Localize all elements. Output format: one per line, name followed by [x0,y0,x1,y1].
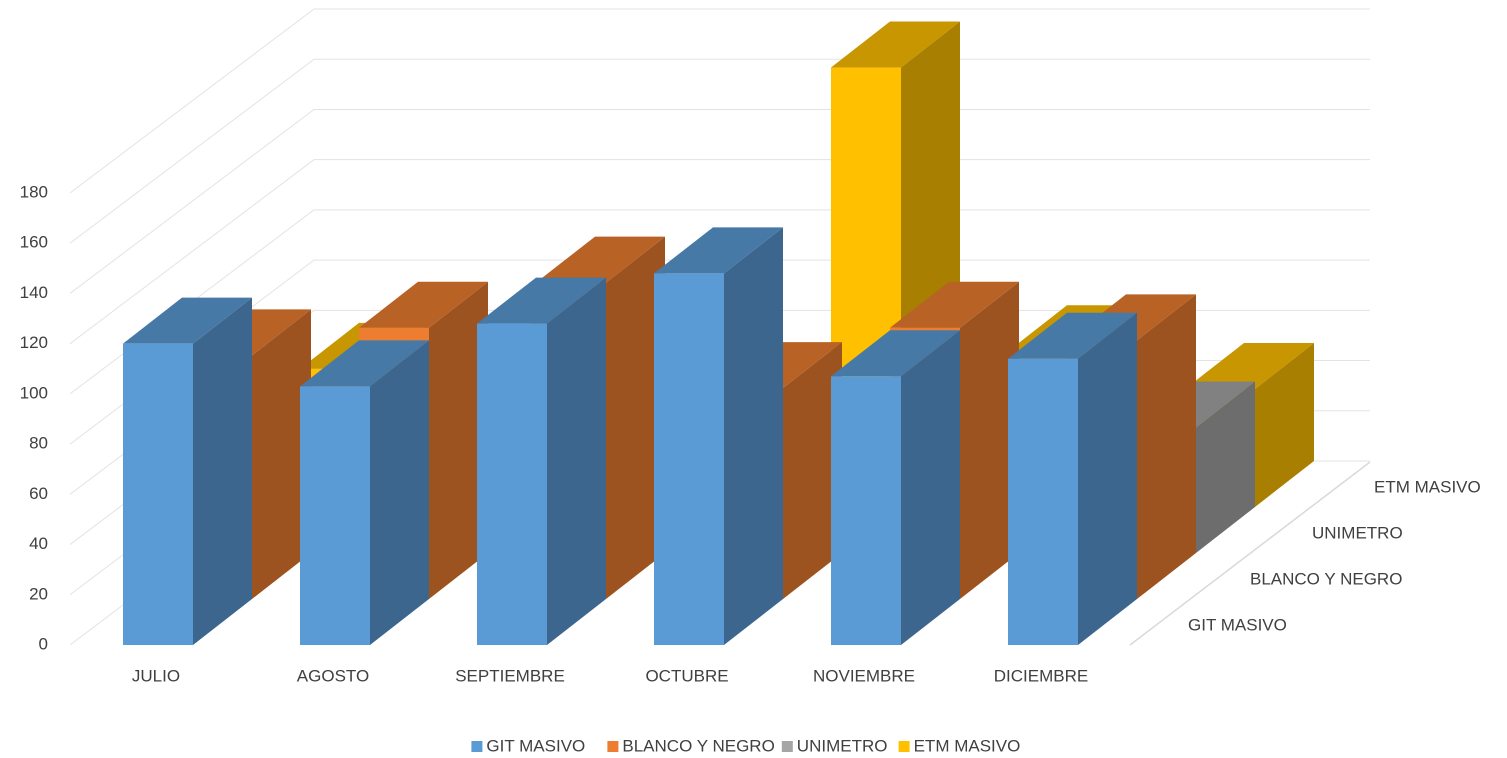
bar-side [960,281,1019,599]
grid-line [69,108,1370,294]
bar-front [300,386,370,645]
legend-label: BLANCO Y NEGRO [622,736,774,755]
y-tick-label: 180 [20,182,48,201]
bar-top [477,277,606,324]
x-tick-label: DICIEMBRE [994,666,1088,685]
bar-front [1008,358,1078,645]
bar-side [1255,342,1314,507]
grid-line [69,58,1370,244]
bar-front [123,343,193,645]
legend-swatch [781,741,793,752]
x-tick-label: AGOSTO [297,666,369,685]
bar [300,340,429,645]
bar-front [831,376,901,645]
bar-side [1078,312,1137,645]
bar-top [890,281,1019,328]
bar-side [193,297,252,645]
floor-edge [1129,461,1371,646]
bar-top [536,236,665,283]
bar [831,330,960,645]
legend-label: GIT MASIVO [486,736,585,755]
grid-line [69,8,1370,194]
y-tick-label: 160 [20,233,48,252]
bar-front [654,273,724,645]
bar-top [831,330,960,377]
bar-side [547,277,606,645]
bar [123,297,252,645]
bar [477,277,606,645]
legend-swatch [607,741,619,752]
bar-front [477,323,547,645]
x-tick-label: SEPTIEMBRE [455,666,565,685]
x-tick-label: JULIO [132,666,180,685]
y-tick-label: 140 [20,283,48,302]
y-tick-label: 100 [20,383,48,402]
bar-side [1137,294,1196,599]
y-tick-label: 80 [29,434,48,453]
depth-label: BLANCO Y NEGRO [1250,569,1402,588]
bar-top [300,340,429,387]
bar [1008,312,1137,645]
x-tick-label: OCTUBRE [645,666,728,685]
legend-label: UNIMETRO [797,736,888,755]
legend-swatch [898,741,910,752]
y-tick-label: 40 [29,534,48,553]
y-tick-label: 0 [39,634,48,653]
depth-label: UNIMETRO [1312,523,1403,542]
depth-label: ETM MASIVO [1374,477,1481,496]
bar-side [1196,381,1255,553]
bar [654,227,783,645]
bar-side [429,281,488,599]
y-tick-label: 120 [20,333,48,352]
depth-label: GIT MASIVO [1188,615,1287,634]
bar-side [901,330,960,645]
y-tick-label: 60 [29,484,48,503]
legend-swatch [471,741,483,752]
x-tick-label: NOVIEMBRE [813,666,915,685]
bar-side [606,236,665,599]
bar-top [654,227,783,274]
bar-top [359,281,488,328]
bar-top [831,21,960,68]
bar-side [370,340,429,645]
grid-line [69,159,1370,345]
bar-top [1008,312,1137,359]
bar-side [252,309,311,599]
bar-side [724,227,783,645]
y-tick-label: 20 [29,584,48,603]
bar-side [783,342,842,599]
bar-top [1185,342,1314,389]
legend-label: ETM MASIVO [914,736,1021,755]
bar-top [123,297,252,344]
